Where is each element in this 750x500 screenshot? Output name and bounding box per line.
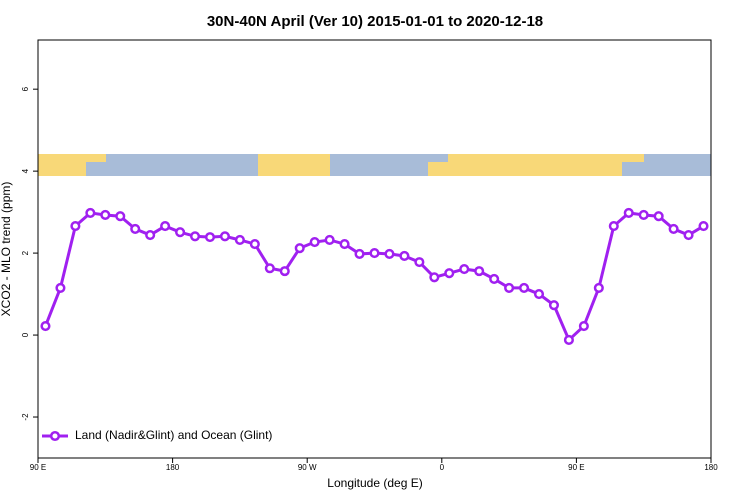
data-point bbox=[100, 209, 111, 221]
land-patch bbox=[622, 154, 644, 162]
data-point bbox=[145, 230, 156, 241]
data-point bbox=[519, 282, 530, 293]
data-point bbox=[175, 227, 186, 238]
data-point bbox=[459, 264, 470, 275]
data-point bbox=[219, 231, 230, 242]
data-point bbox=[115, 211, 126, 222]
x-tick-label: 180 bbox=[704, 463, 718, 472]
x-tick-label: 180 bbox=[166, 463, 180, 472]
data-point bbox=[399, 250, 410, 262]
data-point bbox=[234, 234, 245, 246]
x-tick-label: 90 E bbox=[568, 463, 584, 472]
data-point bbox=[384, 248, 395, 259]
data-point bbox=[429, 272, 440, 283]
data-point bbox=[324, 234, 335, 246]
y-tick-label: 6 bbox=[21, 86, 30, 91]
data-point bbox=[85, 207, 96, 218]
legend-label: Land (Nadir&Glint) and Ocean (Glint) bbox=[75, 428, 272, 442]
data-point bbox=[264, 263, 275, 274]
x-tick-label: 0 bbox=[440, 463, 445, 472]
data-point bbox=[504, 282, 515, 293]
legend-marker bbox=[49, 430, 61, 442]
data-point bbox=[130, 223, 141, 234]
x-axis-label: Longitude (deg E) bbox=[327, 476, 422, 490]
data-point bbox=[698, 221, 709, 232]
data-point bbox=[160, 221, 171, 232]
data-point bbox=[623, 207, 634, 218]
land-patch bbox=[86, 154, 106, 162]
y-tick-label: 2 bbox=[21, 250, 30, 255]
chart-title: 30N-40N April (Ver 10) 2015-01-01 to 202… bbox=[207, 13, 543, 30]
data-point bbox=[683, 230, 694, 241]
data-point bbox=[249, 239, 260, 250]
plot-frame bbox=[37, 39, 712, 459]
data-point bbox=[189, 231, 201, 242]
data-point bbox=[70, 221, 81, 232]
data-point bbox=[489, 273, 500, 284]
y-tick-label: 4 bbox=[21, 168, 30, 173]
data-point bbox=[563, 334, 574, 346]
y-tick-label: 0 bbox=[21, 332, 30, 337]
data-point bbox=[668, 223, 679, 234]
data-point bbox=[354, 248, 365, 259]
data-point bbox=[204, 232, 216, 243]
x-tick-label: 90 E bbox=[30, 463, 46, 472]
map-band bbox=[38, 154, 711, 176]
data-point bbox=[608, 221, 619, 232]
x-tick-label: 90 W bbox=[298, 463, 317, 472]
y-axis-label: XCO2 - MLO trend (ppm) bbox=[0, 182, 13, 317]
land-patch bbox=[38, 154, 86, 176]
data-point bbox=[55, 282, 66, 293]
data-point bbox=[279, 266, 290, 277]
data-point bbox=[369, 248, 380, 259]
land-patch bbox=[448, 154, 622, 176]
data-point bbox=[444, 268, 455, 279]
data-point bbox=[339, 239, 350, 250]
y-tick-label: -2 bbox=[21, 413, 30, 421]
land-patch bbox=[258, 154, 330, 176]
data-point bbox=[578, 320, 589, 332]
data-point bbox=[309, 236, 320, 248]
data-point bbox=[414, 257, 425, 268]
data-point bbox=[593, 282, 604, 293]
data-point bbox=[638, 209, 649, 221]
data-point bbox=[294, 243, 305, 254]
data-point bbox=[653, 211, 664, 222]
data-point bbox=[533, 289, 545, 300]
land-patch bbox=[428, 162, 448, 176]
data-point bbox=[548, 300, 560, 311]
data-point bbox=[474, 266, 485, 277]
data-point bbox=[40, 320, 51, 332]
